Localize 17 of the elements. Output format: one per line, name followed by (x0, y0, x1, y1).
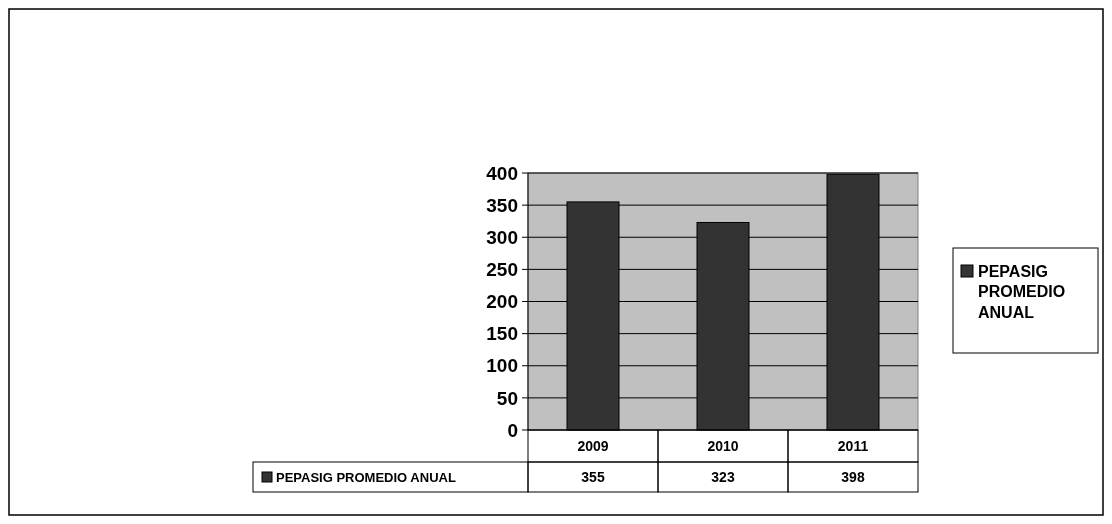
y-tick-label: 200 (486, 291, 518, 313)
y-tick-label: 300 (486, 226, 518, 248)
x-tick-label: 2011 (837, 437, 869, 454)
y-tick-label: 250 (486, 259, 518, 281)
y-tick-label: 150 (486, 323, 518, 345)
x-tick-label: 2010 (707, 437, 739, 454)
text: PEPASIG PROMEDIO ANUAL (276, 469, 456, 485)
legend-label: PEPASIG PROMEDIO ANUAL (978, 262, 1066, 322)
data-label: 398 (841, 468, 865, 485)
y-tick-label: 400 (486, 162, 518, 184)
x-tick-label: 2009 (577, 437, 609, 454)
data-label: 323 (711, 468, 735, 485)
y-tick-label: 350 (486, 194, 518, 216)
y-tick-label: 0 (507, 419, 518, 441)
data-label: 355 (581, 468, 605, 485)
y-tick-label: 50 (496, 387, 518, 409)
y-tick-label: 100 (486, 355, 518, 377)
